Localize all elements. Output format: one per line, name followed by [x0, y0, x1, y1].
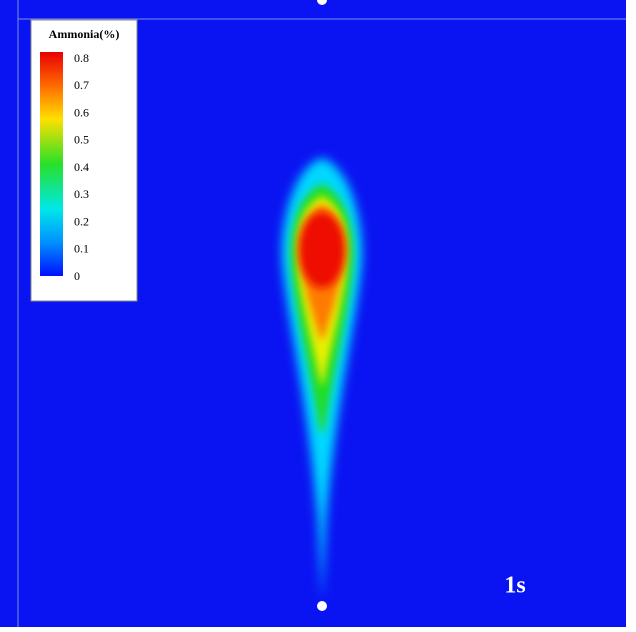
edge	[626, 0, 636, 627]
legend-tick-label: 0.8	[74, 51, 89, 65]
colorbar	[40, 52, 63, 276]
legend: Ammonia(%) 0.8 0.7 0.6 0.5 0.4 0.3 0.2 0.1 0	[30, 19, 138, 302]
legend-tick-label: 0.1	[74, 242, 89, 256]
legend-tick-label: 0	[74, 269, 80, 283]
time-label: 1s	[504, 573, 525, 599]
plume	[282, 158, 362, 600]
legend-tick-label: 0.7	[74, 78, 89, 92]
nozzle-point	[317, 0, 327, 5]
legend-tick-label: 0.3	[74, 187, 89, 201]
legend-tick-label: 0.6	[74, 105, 89, 119]
legend-title: Ammonia(%)	[49, 27, 120, 41]
plume-red	[299, 212, 345, 288]
legend-tick-label: 0.2	[74, 214, 89, 228]
nozzle-point	[317, 601, 327, 611]
legend-tick-label: 0.5	[74, 133, 89, 147]
legend-tick-label: 0.4	[74, 160, 89, 174]
